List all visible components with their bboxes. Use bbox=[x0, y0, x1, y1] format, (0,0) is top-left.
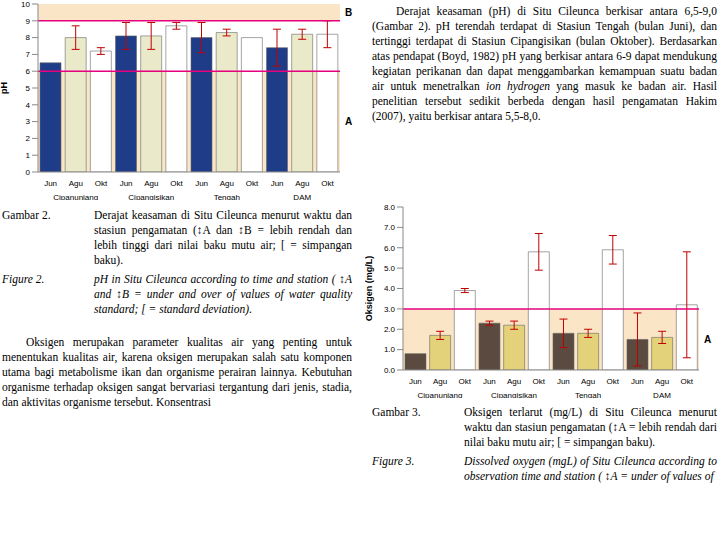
svg-text:Jun: Jun bbox=[409, 377, 422, 386]
svg-text:Okt: Okt bbox=[606, 377, 619, 386]
svg-text:Tengah: Tengah bbox=[575, 391, 601, 398]
html-text:Gambar 2.: Gambar 2. bbox=[2, 209, 51, 221]
svg-text:9: 9 bbox=[26, 17, 31, 26]
svg-text:Okt: Okt bbox=[458, 377, 471, 386]
svg-text:Jun: Jun bbox=[195, 179, 208, 188]
html-text:Derajat keasaman di Situ Cileu: Derajat keasaman di Situ Cileunca menuru… bbox=[94, 209, 352, 266]
svg-text:Jun: Jun bbox=[44, 179, 57, 188]
svg-text:3: 3 bbox=[26, 117, 31, 126]
svg-text:Okt: Okt bbox=[95, 179, 108, 188]
svg-text:Okt: Okt bbox=[321, 179, 334, 188]
svg-text:Jun: Jun bbox=[557, 377, 570, 386]
svg-text:2: 2 bbox=[26, 134, 31, 143]
svg-text:A: A bbox=[704, 334, 711, 345]
svg-text:Agu: Agu bbox=[144, 179, 158, 188]
svg-text:6: 6 bbox=[26, 67, 31, 76]
html-text:Figure 3.: Figure 3. bbox=[372, 455, 415, 467]
svg-text:Cipangisikan: Cipangisikan bbox=[491, 391, 537, 398]
svg-text:Cipanunjang: Cipanunjang bbox=[53, 193, 98, 200]
svg-text:0: 0 bbox=[26, 168, 31, 177]
svg-text:DAM: DAM bbox=[653, 391, 671, 398]
svg-text:1.0: 1.0 bbox=[384, 345, 396, 354]
svg-text:Agu: Agu bbox=[69, 179, 83, 188]
svg-text:5: 5 bbox=[26, 84, 31, 93]
svg-text:6.0: 6.0 bbox=[384, 244, 396, 253]
svg-text:Jun: Jun bbox=[271, 179, 284, 188]
svg-text:0.0: 0.0 bbox=[384, 366, 396, 375]
svg-text:4.0: 4.0 bbox=[384, 284, 396, 293]
html-text:Dissolved oxygen (mgL) of Situ: Dissolved oxygen (mgL) of Situ Cileunca … bbox=[464, 455, 717, 482]
svg-text:Agu: Agu bbox=[581, 377, 595, 386]
svg-text:pH: pH bbox=[8, 82, 9, 94]
html-text:pH in Situ Cileunca according: pH in Situ Cileunca according to time an… bbox=[94, 273, 352, 315]
html-text:Oksigen terlarut (mg/L) di Sit: Oksigen terlarut (mg/L) di Situ Cileunca… bbox=[464, 406, 717, 448]
svg-text:Jun: Jun bbox=[483, 377, 496, 386]
svg-text:Jun: Jun bbox=[631, 377, 644, 386]
svg-text:7.0: 7.0 bbox=[384, 223, 396, 232]
svg-text:A: A bbox=[345, 116, 352, 127]
svg-text:Agu: Agu bbox=[507, 377, 521, 386]
svg-text:1: 1 bbox=[26, 151, 31, 160]
svg-text:Okt: Okt bbox=[170, 179, 183, 188]
svg-text:8.0: 8.0 bbox=[384, 203, 396, 212]
html-text:Figure 2.: Figure 2. bbox=[2, 273, 45, 285]
svg-text:7: 7 bbox=[26, 50, 31, 59]
svg-text:Jun: Jun bbox=[120, 179, 133, 188]
svg-text:2.0: 2.0 bbox=[384, 325, 396, 334]
svg-text:Okt: Okt bbox=[246, 179, 259, 188]
svg-text:Cipangisikan: Cipangisikan bbox=[128, 193, 174, 200]
svg-text:Okt: Okt bbox=[680, 377, 693, 386]
html-text:Derajat keasaman (pH) di Situ: Derajat keasaman (pH) di Situ Cileunca b… bbox=[372, 5, 717, 122]
svg-text:8: 8 bbox=[26, 33, 31, 42]
svg-text:Tengah: Tengah bbox=[214, 193, 240, 200]
svg-text:Oksigen (mg/L): Oksigen (mg/L) bbox=[365, 256, 374, 322]
svg-text:Agu: Agu bbox=[295, 179, 309, 188]
svg-text:Agu: Agu bbox=[220, 179, 234, 188]
svg-text:4: 4 bbox=[26, 101, 31, 110]
html-text:Oksigen merupakan parameter ku: Oksigen merupakan parameter kualitas air… bbox=[2, 336, 352, 408]
svg-text:3.0: 3.0 bbox=[384, 305, 396, 314]
html-text:Gambar 3.: Gambar 3. bbox=[372, 406, 421, 418]
svg-text:10: 10 bbox=[21, 0, 30, 9]
svg-text:Cipanunjang: Cipanunjang bbox=[418, 391, 463, 398]
svg-text:Agu: Agu bbox=[655, 377, 669, 386]
svg-text:DAM: DAM bbox=[293, 193, 311, 200]
svg-text:5.0: 5.0 bbox=[384, 264, 396, 273]
svg-text:B: B bbox=[345, 7, 352, 18]
svg-text:Agu: Agu bbox=[433, 377, 447, 386]
svg-text:Okt: Okt bbox=[532, 377, 545, 386]
